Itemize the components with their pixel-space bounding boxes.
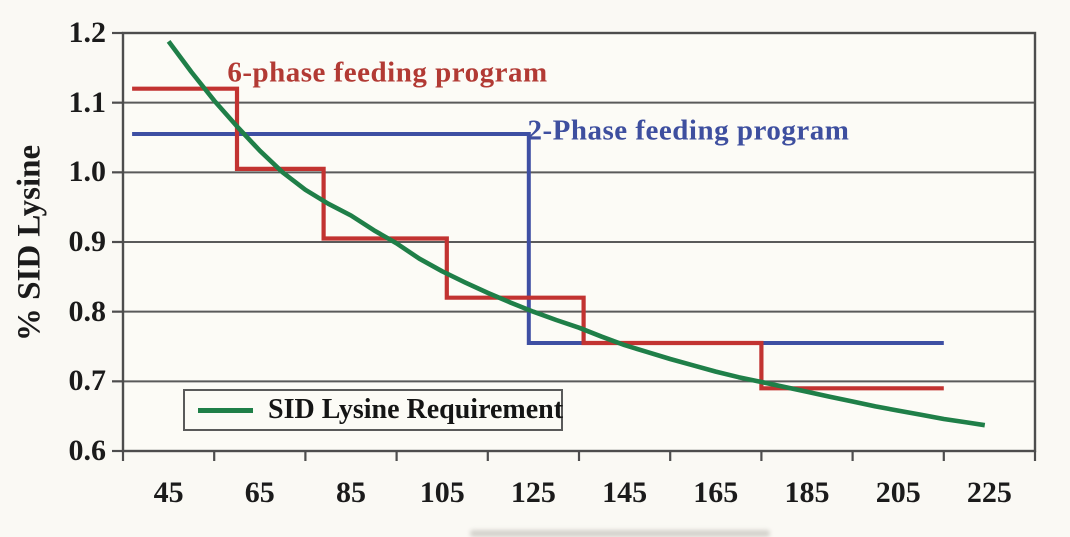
y-axis-title: % SID Lysine <box>11 144 48 342</box>
x-tick-label-45: 45 <box>153 476 184 509</box>
plot-border <box>121 31 1037 453</box>
annotation-2-phase-feeding-program: 2-Phase feeding program <box>527 114 850 147</box>
y-tick-label-1.2: 1.2 <box>68 16 107 49</box>
legend-label: SID Lysine Requirement <box>268 394 564 425</box>
y-tick-label-0.9: 0.9 <box>68 225 107 258</box>
x-tick-label-225: 225 <box>966 476 1012 509</box>
x-tick-label-185: 185 <box>784 476 830 509</box>
series-six_phase <box>132 86 944 391</box>
legend-line-swatch <box>198 407 253 413</box>
legend: SID Lysine Requirement <box>183 389 563 431</box>
x-tick-label-65: 65 <box>244 476 275 509</box>
annotation-6-phase-feeding-program: 6-phase feeding program <box>227 56 548 89</box>
x-tick-label-165: 165 <box>693 476 739 509</box>
series-requirement <box>166 40 986 428</box>
x-tick-label-205: 205 <box>875 476 921 509</box>
y-tick-label-1.1: 1.1 <box>68 85 107 119</box>
x-tick-label-105: 105 <box>419 476 465 509</box>
y-tick-label-0.6: 0.6 <box>68 434 107 467</box>
x-axis-title-cropped <box>470 530 770 537</box>
x-tick-label-145: 145 <box>602 476 648 509</box>
y-tick-label-0.7: 0.7 <box>68 364 107 398</box>
y-tick-label-1.0: 1.0 <box>68 155 107 189</box>
x-tick-label-125: 125 <box>510 476 556 509</box>
y-tick-label-0.8: 0.8 <box>68 294 107 328</box>
x-tick-label-85: 85 <box>336 476 366 509</box>
